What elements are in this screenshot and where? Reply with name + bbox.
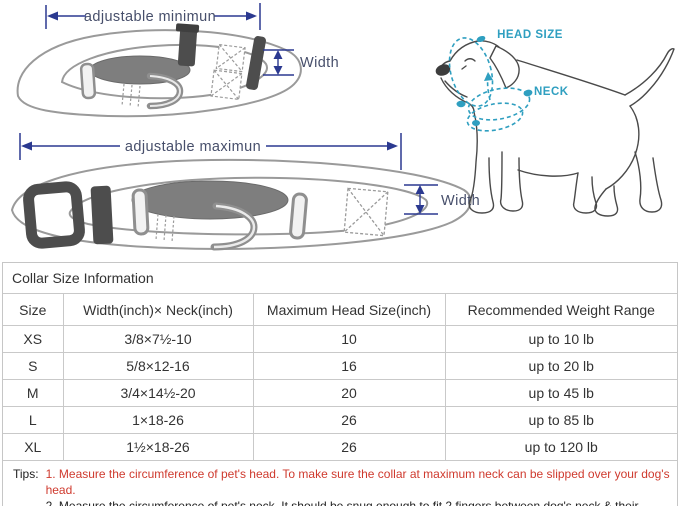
cell-size: S xyxy=(3,352,64,380)
buckle-slide xyxy=(177,27,198,67)
table-row: S 5/8×12-16 16 up to 20 lb xyxy=(3,352,677,380)
dog-diagram: HEAD SIZE NECK xyxy=(435,29,675,217)
collar-max-art xyxy=(10,158,472,251)
keeper-loop xyxy=(131,188,150,236)
max-dimension-arrow xyxy=(19,133,402,170)
keeper-loop xyxy=(79,62,97,100)
tip-2: 2. Measure the circumference of pet's ne… xyxy=(45,499,639,506)
cell-size: XS xyxy=(3,325,64,353)
col-header-max-head: Maximum Head Size(inch) xyxy=(252,293,446,326)
cell-size: M xyxy=(3,379,64,407)
cell-size: XL xyxy=(3,433,64,460)
neck-loop xyxy=(467,87,531,121)
cell-width-neck: 3/4×14½-20 xyxy=(62,379,254,407)
buckle-frame xyxy=(23,181,85,249)
cell-width-neck: 3/8×7½-10 xyxy=(62,325,254,353)
adjustable-max-label: adjustable maximun xyxy=(125,139,261,155)
keeper-loop xyxy=(289,192,308,240)
min-dimension-arrow xyxy=(45,3,261,30)
measurement-loops xyxy=(448,37,531,132)
min-width-arrow xyxy=(263,49,294,76)
tips-label: Tips: xyxy=(13,467,39,481)
max-width-label: Width xyxy=(441,193,480,209)
cell-max-head: 10 xyxy=(252,325,446,353)
buckle-slide xyxy=(90,185,114,245)
col-header-weight: Recommended Weight Range xyxy=(444,293,677,326)
cell-weight: up to 10 lb xyxy=(444,325,677,353)
dog-outline xyxy=(435,40,675,217)
cell-width-neck: 1×18-26 xyxy=(62,406,254,434)
table-row: M 3/4×14½-20 20 up to 45 lb xyxy=(3,379,677,407)
table-row: L 1×18-26 26 up to 85 lb xyxy=(3,406,677,434)
col-header-width-neck: Width(inch)× Neck(inch) xyxy=(62,293,254,326)
cell-weight: up to 20 lb xyxy=(444,352,677,380)
cell-width-neck: 5/8×12-16 xyxy=(62,352,254,380)
min-width-label: Width xyxy=(300,55,339,71)
cell-weight: up to 85 lb xyxy=(444,406,677,434)
size-table: Collar Size Information Size Width(inch)… xyxy=(3,263,677,460)
cell-weight: up to 45 lb xyxy=(444,379,677,407)
neck-label: NECK xyxy=(534,86,569,98)
collar-max-diagram: adjustable maximun Wi xyxy=(10,133,480,251)
collar-pad xyxy=(131,180,289,220)
max-width-arrow xyxy=(404,184,438,215)
table-row: XS 3/8×7½-10 10 up to 10 lb xyxy=(3,325,677,353)
cell-width-neck: 1½×18-26 xyxy=(62,433,254,460)
head-size-loop xyxy=(448,37,494,107)
collar-min-art xyxy=(16,23,302,118)
cell-max-head: 16 xyxy=(252,352,446,380)
collar-size-table-section: Collar Size Information Size Width(inch)… xyxy=(2,262,678,506)
strap-stitches xyxy=(121,83,141,109)
stitch-box xyxy=(210,43,246,101)
cell-weight: up to 120 lb xyxy=(444,433,677,460)
cell-max-head: 26 xyxy=(252,433,446,460)
stitch-box xyxy=(343,187,389,237)
table-row: XL 1½×18-26 26 up to 120 lb xyxy=(3,433,677,460)
end-slide xyxy=(246,36,266,90)
cell-max-head: 20 xyxy=(252,379,446,407)
head-size-label: HEAD SIZE xyxy=(497,29,563,41)
collar-min-diagram: adjustable minimun xyxy=(16,3,339,118)
cell-size: L xyxy=(3,406,64,434)
table-header-row: Size Width(inch)× Neck(inch) Maximum Hea… xyxy=(3,293,677,326)
adjustable-min-label: adjustable minimun xyxy=(84,9,216,25)
table-title: Collar Size Information xyxy=(3,263,677,294)
tip-1: 1. Measure the circumference of pet's he… xyxy=(45,467,670,497)
cell-max-head: 26 xyxy=(252,406,446,434)
tips-section: Tips: 1. Measure the circumference of pe… xyxy=(3,460,677,506)
col-header-size: Size xyxy=(3,293,64,326)
loop-markers xyxy=(456,35,533,126)
